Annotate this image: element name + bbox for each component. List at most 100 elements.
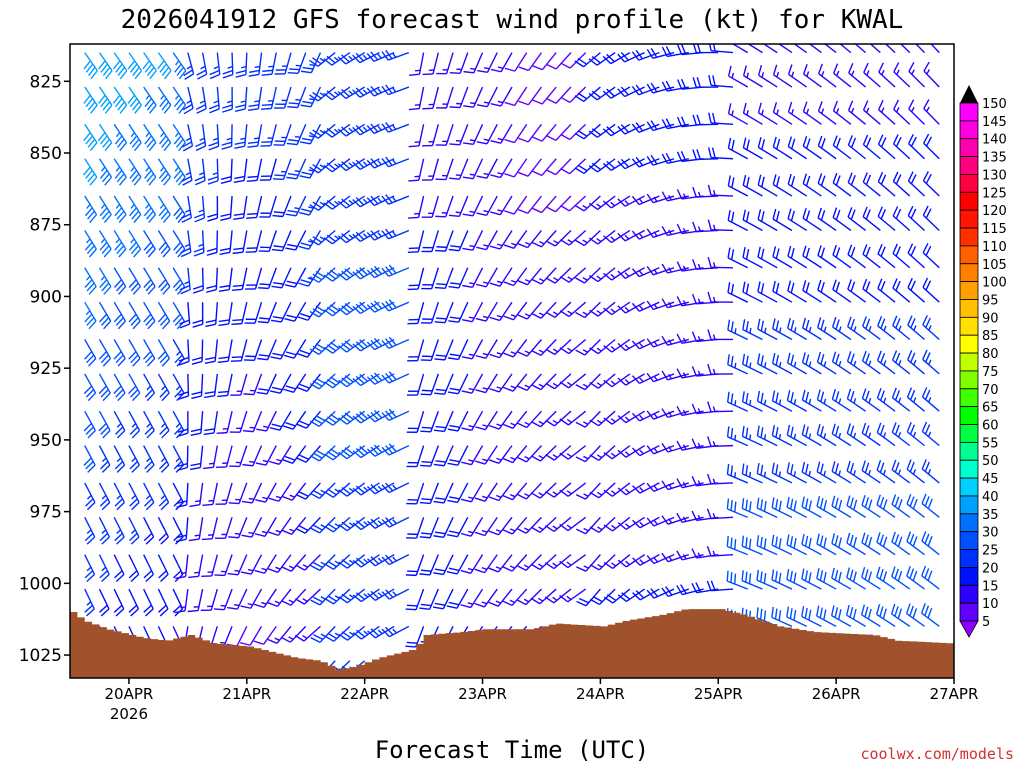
wind-barb xyxy=(617,195,645,207)
wind-barb xyxy=(817,101,837,125)
wind-barb xyxy=(877,206,896,232)
wind-barb xyxy=(816,533,837,556)
colorbar-tick-label: 55 xyxy=(982,436,999,451)
wind-barb xyxy=(847,172,867,197)
wind-barb xyxy=(98,52,113,80)
wind-barb xyxy=(908,61,926,88)
wind-barb xyxy=(830,605,852,627)
wind-barb xyxy=(921,565,940,590)
wind-barb xyxy=(448,267,469,289)
wind-barb xyxy=(407,302,425,325)
wind-barb xyxy=(545,373,572,390)
wind-barb xyxy=(741,391,763,412)
wind-barb xyxy=(420,373,439,396)
wind-barb xyxy=(502,588,528,607)
wind-barb xyxy=(707,401,734,413)
colorbar-tick-label: 35 xyxy=(982,508,999,523)
wind-barb xyxy=(559,445,587,460)
wind-barb xyxy=(261,52,277,76)
wind-barb xyxy=(179,267,191,295)
wind-barb xyxy=(143,554,155,582)
wind-barb xyxy=(545,482,572,498)
wind-barb xyxy=(381,228,410,240)
wind-barb xyxy=(817,317,837,341)
wind-barb xyxy=(269,445,292,465)
wind-barb xyxy=(517,267,543,286)
colorbar-swatch xyxy=(959,459,979,479)
wind-barb xyxy=(772,318,793,341)
wind-barb xyxy=(460,554,484,574)
wind-barb xyxy=(707,147,734,160)
wind-barb xyxy=(892,134,911,160)
wind-barb xyxy=(283,373,307,393)
y-tick-label: 1025 xyxy=(19,646,62,666)
wind-barb xyxy=(295,516,321,534)
colorbar-swatch xyxy=(959,156,979,175)
wind-barb xyxy=(98,588,110,617)
wind-barb xyxy=(255,482,277,503)
wind-barb xyxy=(201,517,219,541)
x-tick-label: 24APR xyxy=(576,685,625,703)
wind-barb xyxy=(462,158,484,180)
wind-barb xyxy=(189,482,204,508)
wind-barb xyxy=(892,171,911,197)
wind-barb xyxy=(475,267,498,288)
wind-barb xyxy=(530,516,557,533)
wind-barb xyxy=(298,230,322,250)
wind-barb xyxy=(546,158,572,176)
wind-barb xyxy=(742,353,763,375)
wind-barb xyxy=(157,301,171,330)
speed-colorbar: 1501451401351301251201151101051009590858… xyxy=(959,85,1007,638)
colorbar-swatch xyxy=(959,245,979,265)
colorbar-tick-label: 5 xyxy=(982,615,990,630)
wind-barb xyxy=(258,230,277,253)
wind-barb xyxy=(229,445,248,468)
wind-barb xyxy=(420,301,439,324)
x-tick-label: 21APR xyxy=(222,685,271,703)
wind-barb xyxy=(786,424,808,447)
wind-barb xyxy=(172,123,186,152)
wind-barb xyxy=(831,351,852,375)
wind-barb xyxy=(632,445,660,457)
wind-barb xyxy=(366,372,395,385)
wind-barb xyxy=(157,230,171,258)
wind-barb xyxy=(757,281,778,303)
wind-barb xyxy=(574,158,601,175)
wind-barb xyxy=(831,567,852,590)
wind-barb xyxy=(419,554,439,576)
wind-barb xyxy=(260,86,277,110)
wind-barb xyxy=(707,219,734,232)
wind-barb xyxy=(756,569,778,590)
wind-barb xyxy=(907,171,926,197)
wind-barb xyxy=(531,301,557,319)
wind-barb xyxy=(299,195,322,216)
wind-barb xyxy=(907,315,925,341)
wind-barb xyxy=(892,315,911,341)
wind-barb xyxy=(281,554,307,572)
colorbar-tick-label: 50 xyxy=(982,454,999,469)
wind-barb xyxy=(435,124,454,146)
wind-barb xyxy=(559,554,587,569)
wind-barb xyxy=(727,175,749,197)
wind-barb xyxy=(560,52,587,69)
wind-barb xyxy=(706,508,734,520)
wind-barb xyxy=(222,52,234,79)
wind-barb xyxy=(462,124,484,146)
colorbar-swatch xyxy=(959,281,979,300)
wind-barb xyxy=(516,482,542,500)
wind-barb xyxy=(757,102,778,125)
colorbar-tick-label: 45 xyxy=(982,472,999,487)
wind-barb xyxy=(227,554,248,576)
wind-barb xyxy=(617,229,645,242)
wind-barb xyxy=(157,267,171,295)
wind-barb xyxy=(324,516,351,533)
wind-barb xyxy=(503,373,528,392)
wind-barb xyxy=(516,554,542,571)
wind-barb xyxy=(631,410,660,422)
wind-barb xyxy=(422,86,440,110)
wind-barb xyxy=(406,517,425,539)
wind-barb xyxy=(408,195,425,219)
wind-barb xyxy=(757,318,778,341)
wind-barb xyxy=(802,208,822,232)
wind-barb xyxy=(142,52,157,80)
